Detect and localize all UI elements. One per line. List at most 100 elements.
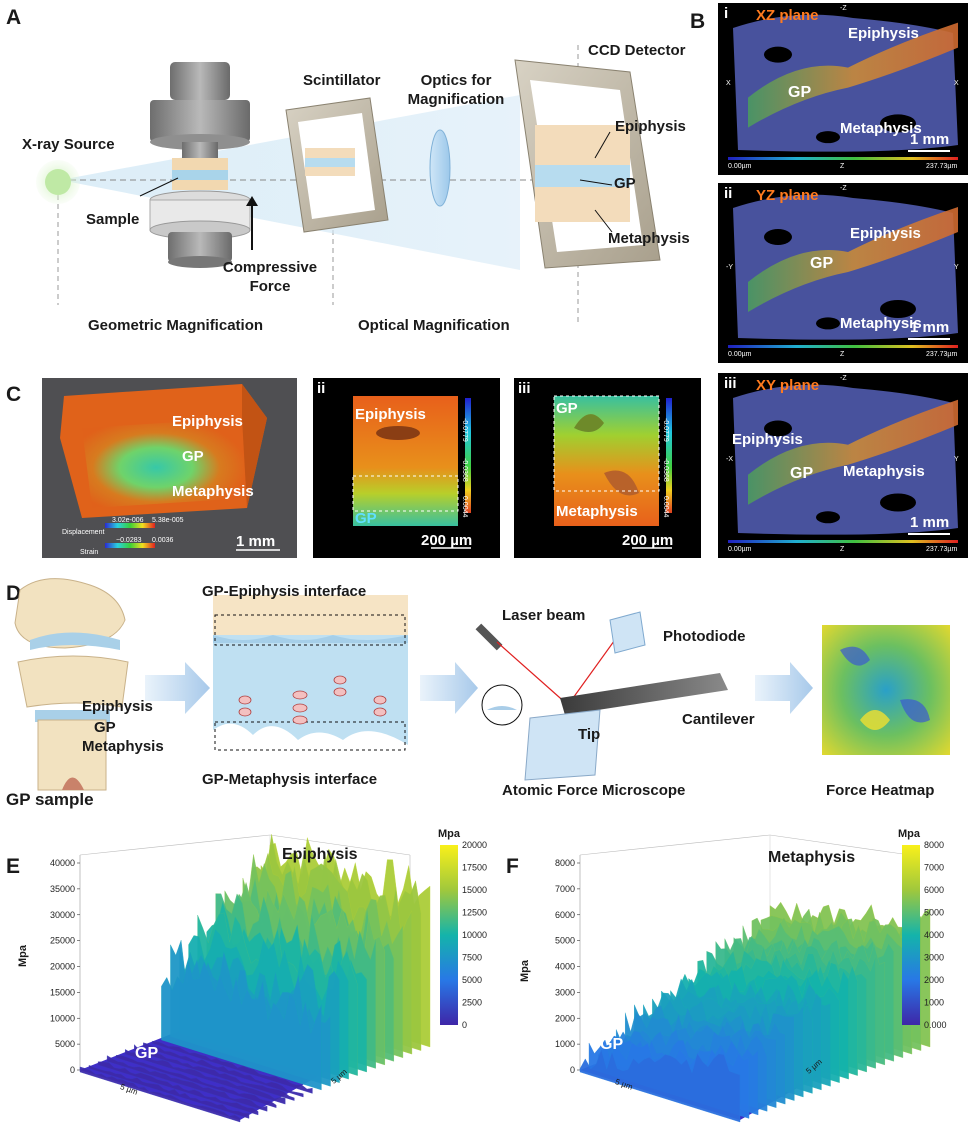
surface-strip	[579, 1048, 741, 1123]
c-iii-cb-mid: -0.0368	[662, 458, 669, 482]
colorbar	[440, 845, 458, 1025]
b-right-axis: X	[954, 80, 959, 88]
c-iii-num: iii	[518, 380, 531, 397]
z-tick-label: 5000	[555, 936, 575, 946]
d-gp-metaphysis-interface: GP-Metaphysis interface	[202, 771, 378, 788]
panel-c-iii: iii GP Metaphysis -0.0779 -0.0368 0.0044…	[514, 378, 701, 558]
c-i-gp: GP	[182, 448, 204, 465]
panel-b-iii: iii XY plane -Z -X Y Z 0.00µm 237.73µm E…	[718, 373, 968, 558]
e-zlabel: Mpa	[17, 945, 29, 967]
z-tick-label: 30000	[50, 910, 75, 920]
colorbar-tick: 5000	[462, 975, 482, 985]
colorbar-tick: 3000	[924, 953, 944, 963]
colorbar-tick: 17500	[462, 863, 487, 873]
z-tick-label: 15000	[50, 987, 75, 997]
z-tick-label: 7000	[555, 884, 575, 894]
b-epiphysis: Epiphysis	[850, 225, 921, 242]
e-title: Epiphysis	[282, 846, 358, 863]
b-num: iii	[724, 375, 737, 392]
c-ii-num: ii	[317, 380, 326, 397]
z-tick-label: 5000	[55, 1039, 75, 1049]
b-gp: GP	[788, 83, 812, 101]
chart-e: 0500010000150002000025000300003500040000…	[50, 834, 487, 1123]
c-ii-cb-bot: 0.0044	[461, 496, 468, 518]
c-i-strain-min: −0.0283	[116, 537, 142, 544]
b-scale: 1 mm	[910, 319, 950, 336]
colorbar-tick: 12500	[462, 908, 487, 918]
b-left-axis: X	[726, 80, 731, 88]
colorbar-tick: 6000	[924, 885, 944, 895]
b-title: XZ plane	[756, 7, 819, 24]
surface-strip	[106, 1055, 268, 1112]
c-iii-gp: GP	[556, 400, 578, 417]
c-iii-cb-bot: 0.0044	[662, 496, 669, 518]
b-top-axis: -Z	[840, 185, 847, 192]
d-photodiode: Photodiode	[663, 628, 746, 645]
b-max: 237.73µm	[926, 163, 958, 170]
label-scintillator: Scintillator	[303, 72, 381, 89]
d-gp: GP	[94, 719, 116, 736]
c-i-volume	[60, 384, 280, 551]
b-max: 237.73µm	[926, 546, 958, 553]
b-left-axis: -Y	[726, 264, 733, 271]
frame-line	[769, 834, 911, 856]
c-ii-gp: GP	[355, 510, 377, 527]
c-i-scale: 1 mm	[236, 533, 276, 550]
c-iii-scale: 200 µm	[622, 532, 674, 549]
b-min: 0.00µm	[728, 546, 752, 553]
z-tick-label: 6000	[555, 910, 575, 920]
c-i-strain-max: 0.0036	[152, 537, 174, 544]
label-gp-a: GP	[614, 175, 636, 192]
b-top-axis: -Z	[840, 5, 847, 12]
chart-f: 0 1000 2000 3000 4000 5000 6000 7000 8000 8000 700…	[555, 834, 947, 1123]
frame-line	[269, 834, 411, 856]
panel-c-i: Epiphysis GP Metaphysis 3.02e-006 5.38e-…	[42, 378, 297, 558]
d-cantilever: Cantilever	[682, 711, 755, 728]
panel-label-f: F	[506, 855, 519, 878]
b-slice-image	[728, 384, 958, 543]
z-tick-label: 8000	[555, 858, 575, 868]
d-laser-beam: Laser beam	[502, 607, 586, 624]
b-epiphysis: Epiphysis	[848, 25, 919, 42]
b-bottom-axis: Z	[840, 546, 845, 553]
b-metaphysis: Metaphysis	[840, 119, 922, 137]
b-min: 0.00µm	[728, 351, 752, 358]
c-ii-map	[352, 396, 471, 549]
panel-label-c: C	[6, 383, 22, 406]
c-i-metaphysis: Metaphysis	[172, 483, 254, 500]
b-title: YZ plane	[756, 187, 819, 204]
frame-line	[79, 834, 271, 856]
colorbar-tick: 10000	[462, 930, 487, 940]
label-ccd-detector: CCD Detector	[588, 42, 686, 59]
c-i-epiphysis: Epiphysis	[172, 413, 243, 430]
colorbar-tick: 2000	[924, 975, 944, 985]
colorbar-tick: 8000	[924, 840, 944, 850]
f-cb-title: Mpa	[898, 828, 920, 840]
panel-label-a: A	[6, 6, 22, 29]
label-xray-source: X-ray Source	[22, 136, 115, 153]
b-slice-image	[728, 14, 958, 160]
colorbar-tick: 7000	[924, 863, 944, 873]
c-i-disp-min: 3.02e-006	[112, 517, 144, 524]
b-right-axis: Y	[954, 264, 959, 271]
panel-a-illustration	[36, 45, 661, 325]
frame-line	[579, 834, 771, 856]
b-left-axis: -X	[726, 456, 733, 464]
b-metaphysis: Metaphysis	[843, 463, 925, 480]
b-title: XY plane	[756, 377, 820, 394]
f-zlabel: Mpa	[519, 960, 531, 982]
label-optical-magnification: Optical Magnification	[358, 317, 510, 334]
f-title: Metaphysis	[768, 849, 856, 866]
d-tip: Tip	[578, 726, 601, 743]
z-tick-label: 35000	[50, 884, 75, 894]
panel-c-ii: ii Epiphysis GP -0.0779 -0.0368 0.0044 2…	[313, 378, 500, 558]
c-ii-epiphysis: Epiphysis	[355, 406, 426, 423]
d-metaphysis: Metaphysis	[82, 738, 164, 755]
d-gp-epiphysis-interface: GP-Epiphysis interface	[202, 583, 367, 600]
c-ii-cb-top: -0.0779	[461, 418, 468, 442]
z-tick-label: 0	[70, 1065, 75, 1075]
c-iii-map	[553, 395, 672, 549]
b-gp: GP	[790, 465, 814, 482]
b-max: 237.73µm	[926, 351, 958, 358]
panel-d-illustration	[14, 578, 950, 791]
